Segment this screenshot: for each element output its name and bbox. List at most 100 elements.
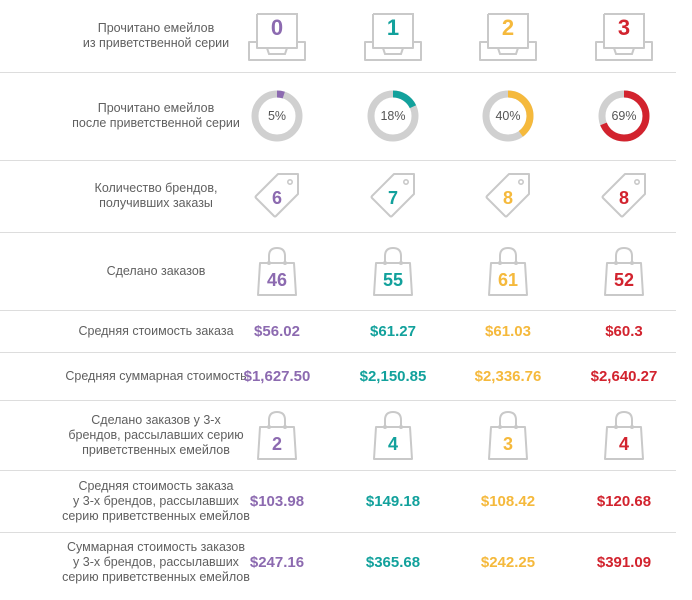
table-cell: $103.98 xyxy=(222,470,332,532)
row-label: Средняя стоимость заказа xyxy=(46,310,266,352)
price-tag-icon: 7 xyxy=(368,171,418,221)
table-cell: $2,150.85 xyxy=(338,352,448,400)
shopping-bag-icon: 2 xyxy=(255,409,299,461)
value-label: 2 xyxy=(501,15,515,40)
row-label-text: Средняя стоимость заказа xyxy=(78,323,234,338)
table-cell: 2 xyxy=(222,400,332,470)
row-separator xyxy=(0,470,676,471)
table-cell: $1,627.50 xyxy=(222,352,332,400)
value-label: $56.02 xyxy=(254,322,300,340)
value-label: $391.09 xyxy=(596,553,652,571)
table-cell: $2,640.27 xyxy=(569,352,679,400)
value-label: 3 xyxy=(617,15,631,40)
donut-progress-icon: 69% xyxy=(596,88,652,144)
row-label: Сделано заказов xyxy=(46,232,266,310)
row-separator xyxy=(0,400,676,401)
shopping-bag-icon: 3 xyxy=(486,409,530,461)
row-label: Суммарная стоимость заказов у 3-х брендо… xyxy=(46,532,266,592)
value-label: $2,336.76 xyxy=(474,367,542,385)
donut-progress-icon: 5% xyxy=(249,88,305,144)
value-label: 4 xyxy=(618,433,629,454)
row-label-text: Прочитано емейлов после приветственной с… xyxy=(72,101,240,130)
value-label: $2,150.85 xyxy=(359,367,427,385)
value-label: 0 xyxy=(270,15,284,40)
table-cell: 69% xyxy=(569,72,679,160)
value-label: $61.27 xyxy=(370,322,416,340)
table-cell: $242.25 xyxy=(453,532,563,592)
row-label-text: Сделано заказов у 3-х брендов, рассылавш… xyxy=(68,412,244,457)
value-label: 2 xyxy=(271,433,282,454)
table-cell: $61.27 xyxy=(338,310,448,352)
table-cell: 1 xyxy=(338,0,448,72)
row-label-text: Сделано заказов xyxy=(106,263,206,278)
shopping-bag-icon: 46 xyxy=(255,245,299,297)
price-tag-icon: 8 xyxy=(483,171,533,221)
row-label: Средняя суммарная стоимость xyxy=(46,352,266,400)
value-label: 1 xyxy=(386,15,400,40)
inbox-tray-icon: 1 xyxy=(361,8,425,64)
value-label: $120.68 xyxy=(596,492,652,510)
table-cell: 6 xyxy=(222,160,332,232)
value-label: 6 xyxy=(271,187,282,208)
table-cell: $56.02 xyxy=(222,310,332,352)
row-separator xyxy=(0,310,676,311)
row-label: Прочитано емейлов из приветственной сери… xyxy=(46,0,266,72)
shopping-bag-icon: 61 xyxy=(486,245,530,297)
value-label: $103.98 xyxy=(249,492,305,510)
row-label: Количество брендов, получивших заказы xyxy=(46,160,266,232)
table-cell: 0 xyxy=(222,0,332,72)
table-cell: $149.18 xyxy=(338,470,448,532)
row-label-text: Прочитано емейлов из приветственной сери… xyxy=(82,21,230,50)
donut-progress-arc xyxy=(598,90,650,142)
table-cell: 55 xyxy=(338,232,448,310)
value-label: $108.42 xyxy=(480,492,536,510)
inbox-tray-icon: 2 xyxy=(476,8,540,64)
percent-label: 18% xyxy=(380,109,406,123)
table-cell: $108.42 xyxy=(453,470,563,532)
shopping-bag-icon: 52 xyxy=(602,245,646,297)
value-label: $149.18 xyxy=(365,492,421,510)
table-cell: $391.09 xyxy=(569,532,679,592)
value-label: 3 xyxy=(502,433,513,454)
donut-progress-arc xyxy=(367,90,419,142)
percent-label: 5% xyxy=(267,109,287,123)
table-cell: $120.68 xyxy=(569,470,679,532)
table-cell: 3 xyxy=(453,400,563,470)
table-cell: 52 xyxy=(569,232,679,310)
value-label: $365.68 xyxy=(365,553,421,571)
percent-label: 69% xyxy=(611,109,637,123)
table-cell: $61.03 xyxy=(453,310,563,352)
row-separator xyxy=(0,160,676,161)
table-cell: 8 xyxy=(569,160,679,232)
table-cell: 2 xyxy=(453,0,563,72)
row-label-text: Средняя суммарная стоимость xyxy=(65,368,247,383)
row-label-text: Средняя стоимость заказа у 3-х брендов, … xyxy=(62,478,250,523)
row-label: Прочитано емейлов после приветственной с… xyxy=(46,72,266,160)
shopping-bag-icon: 55 xyxy=(371,245,415,297)
table-cell: 3 xyxy=(569,0,679,72)
table-cell: $365.68 xyxy=(338,532,448,592)
value-label: $2,640.27 xyxy=(590,367,658,385)
value-label: $60.3 xyxy=(605,322,643,340)
value-label: $242.25 xyxy=(480,553,536,571)
price-tag-icon: 8 xyxy=(599,171,649,221)
table-cell: 4 xyxy=(569,400,679,470)
shopping-bag-icon: 4 xyxy=(371,409,415,461)
row-label-text: Суммарная стоимость заказов у 3-х брендо… xyxy=(62,539,250,584)
row-separator xyxy=(0,352,676,353)
value-label: 52 xyxy=(613,269,635,290)
table-cell: 7 xyxy=(338,160,448,232)
row-label: Сделано заказов у 3-х брендов, рассылавш… xyxy=(46,400,266,470)
inbox-tray-icon: 3 xyxy=(592,8,656,64)
donut-progress-icon: 18% xyxy=(365,88,421,144)
row-separator xyxy=(0,232,676,233)
donut-progress-arc xyxy=(482,90,534,142)
inbox-tray-icon: 0 xyxy=(245,8,309,64)
value-label: 4 xyxy=(387,433,398,454)
value-label: 55 xyxy=(382,269,404,290)
price-tag-icon: 6 xyxy=(252,171,302,221)
table-cell: $2,336.76 xyxy=(453,352,563,400)
value-label: $61.03 xyxy=(485,322,531,340)
percent-label: 40% xyxy=(495,109,521,123)
row-label-text: Количество брендов, получивших заказы xyxy=(94,181,218,210)
